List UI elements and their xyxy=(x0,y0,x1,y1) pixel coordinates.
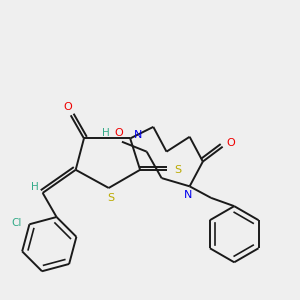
Text: S: S xyxy=(107,193,114,203)
Text: O: O xyxy=(114,128,123,139)
Text: O: O xyxy=(226,138,235,148)
Text: H: H xyxy=(31,182,38,192)
Text: O: O xyxy=(63,102,72,112)
Text: Cl: Cl xyxy=(11,218,21,228)
Text: H: H xyxy=(101,128,109,139)
Text: N: N xyxy=(184,190,192,200)
Text: N: N xyxy=(134,130,142,140)
Text: S: S xyxy=(175,165,182,175)
